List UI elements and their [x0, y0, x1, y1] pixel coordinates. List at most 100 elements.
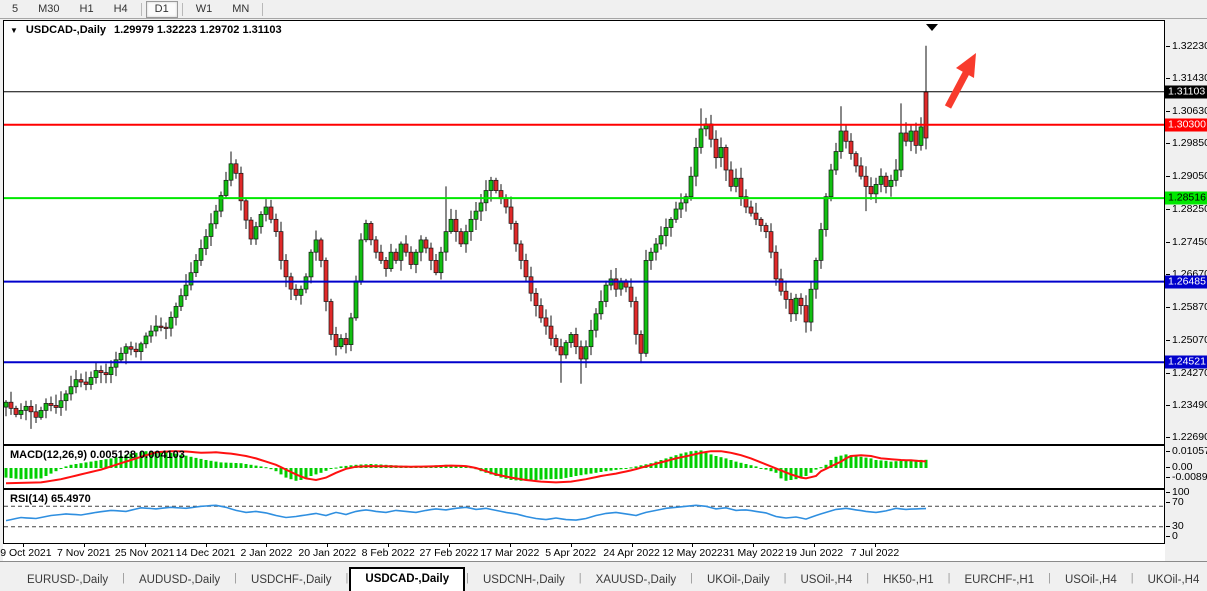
time-tick — [448, 544, 450, 547]
tab-divider: | — [234, 571, 238, 584]
time-tick — [388, 544, 390, 547]
price-tick-label: 1.30630 — [1166, 105, 1207, 117]
chevron-down-icon[interactable]: ▼ — [10, 25, 18, 35]
date-label: 2 Jan 2022 — [240, 547, 293, 559]
period-button-h1[interactable]: H1 — [79, 2, 94, 15]
price-axis: 1.32230 1.31430 1.30630 1.29850 1.29050 1.282… — [1165, 20, 1207, 544]
horizontal-lines[interactable] — [4, 91, 1164, 364]
rsi-indicator-panel[interactable]: RSI(14) 65.4970 — [3, 489, 1165, 544]
date-label: 19 Oct 2021 — [0, 547, 52, 559]
tab-eurusd-daily[interactable]: EURUSD-,Daily — [27, 574, 109, 586]
tab-hk50-h1[interactable]: HK50-,H1 — [883, 574, 934, 586]
price-tick-label: 1.29050 — [1166, 170, 1207, 182]
date-label: 5 Apr 2022 — [545, 547, 597, 559]
time-tick — [144, 544, 146, 547]
tab-divider: | — [947, 571, 951, 584]
period-button-5[interactable]: 5 — [12, 2, 19, 15]
time-tick — [631, 544, 633, 547]
tab-divider: | — [690, 571, 693, 584]
date-label: 8 Feb 2022 — [361, 547, 415, 559]
macd-chart — [4, 450, 928, 485]
rsi-tick-label: 30 — [1166, 520, 1184, 532]
price-tick-label: 1.25870 — [1166, 301, 1207, 313]
date-label: 7 Nov 2021 — [56, 547, 111, 559]
price-tick-label: 1.24270 — [1166, 367, 1207, 379]
tab-divider: | — [1130, 571, 1134, 584]
time-tick — [205, 544, 207, 547]
tab-divider: | — [466, 571, 469, 584]
tab-usoil-h4[interactable]: USOil-,H4 — [1064, 574, 1117, 586]
tab-usoil-h4[interactable]: USOil-,H4 — [800, 574, 853, 586]
price-tick-label: 1.29850 — [1166, 137, 1207, 149]
up-arrow-annotation[interactable] — [944, 53, 976, 109]
tab-divider: | — [578, 571, 582, 584]
time-tick — [814, 544, 816, 547]
macd-tick-label: 0.00 — [1165, 461, 1193, 473]
top-marker-icon[interactable] — [926, 24, 938, 31]
price-badge: 1.28516 — [1165, 191, 1207, 205]
toolbar-divider — [262, 2, 264, 16]
date-label: 25 Nov 2021 — [114, 547, 175, 559]
rsi-tick-label: 0 — [1166, 530, 1178, 542]
time-tick — [266, 544, 268, 547]
macd-histogram — [4, 450, 928, 481]
tab-divider: | — [866, 571, 870, 584]
date-label: 27 Feb 2022 — [419, 547, 479, 559]
tab-eurchf-h1[interactable]: EURCHF-,H1 — [964, 574, 1035, 586]
candlestick-chart — [4, 24, 1164, 429]
chart-symbol-label: USDCAD-,Daily — [25, 24, 106, 36]
price-tick-label: 1.27450 — [1166, 236, 1207, 248]
chart-tabs-bar: EURUSD-,Daily | AUDUSD-,Daily | USDCHF-,Dail… — [0, 565, 1207, 591]
tab-divider: | — [1048, 571, 1051, 584]
rsi-chart — [4, 504, 1164, 528]
period-button-w1[interactable]: W1 — [195, 2, 213, 15]
time-tick — [570, 544, 572, 547]
tabbar-separator — [0, 561, 1207, 566]
main-chart-panel[interactable]: ▼ USDCAD-,Daily 1.29979 1.32223 1.29702 … — [3, 20, 1165, 445]
date-label: 24 Apr 2022 — [603, 547, 660, 559]
toolbar-divider — [181, 2, 183, 16]
toolbar-divider — [140, 2, 142, 16]
rsi-tick-label: 70 — [1166, 496, 1184, 508]
price-badge: 1.30300 — [1165, 118, 1207, 132]
time-tick — [327, 544, 329, 547]
rsi-tick-label: 100 — [1166, 486, 1190, 498]
timeframe-toolbar: 5 M30 H1 H4 D1 W1 MN — [0, 0, 1207, 19]
price-tick-label: 1.32230 — [1166, 40, 1207, 52]
tab-xauusd-daily[interactable]: XAUUSD-,Daily — [595, 574, 677, 586]
macd-tick-label: -0.00896 — [1165, 471, 1207, 483]
date-label: 14 Dec 2021 — [175, 547, 236, 559]
time-tick — [692, 544, 694, 547]
candles — [4, 45, 929, 429]
macd-indicator-panel[interactable]: MACD(12,26,9) 0.005128 0.004103 — [3, 445, 1165, 489]
macd-tick-label: 0.010578 — [1166, 445, 1207, 457]
chart-ohlc-values: 1.29979 1.32223 1.29702 1.31103 — [114, 24, 282, 36]
tab-divider: | — [122, 571, 126, 584]
price-tick-label: 1.23490 — [1166, 399, 1207, 411]
time-tick — [23, 544, 24, 547]
tab-audusd-daily[interactable]: AUDUSD-,Daily — [139, 574, 221, 586]
period-button-m30[interactable]: M30 — [38, 2, 60, 15]
price-tick-label: 1.31430 — [1166, 72, 1207, 84]
tab-divider: | — [345, 571, 349, 584]
price-tick-label: 1.25070 — [1166, 334, 1207, 346]
period-button-d1[interactable]: D1 — [145, 0, 178, 18]
tab-ukoil-h4[interactable]: UKOil-,H4 — [1147, 574, 1200, 586]
period-button-h4[interactable]: H4 — [113, 2, 128, 15]
rsi-line — [5, 504, 927, 522]
price-badge: 1.26485 — [1165, 275, 1207, 289]
period-button-mn[interactable]: MN — [232, 2, 250, 15]
time-tick — [874, 544, 876, 547]
price-badge: 1.24521 — [1165, 355, 1207, 369]
macd-label: MACD(12,26,9) 0.005128 0.004103 — [10, 449, 185, 461]
price-tick-label: 1.22690 — [1166, 431, 1207, 443]
tab-usdcad-daily[interactable]: USDCAD-,Daily — [349, 567, 466, 591]
date-label: 20 Jan 2022 — [298, 547, 357, 559]
tab-ukoil-daily[interactable]: UKOil-,Daily — [706, 574, 770, 586]
date-label: 7 Jul 2022 — [850, 547, 900, 559]
date-label: 31 May 2022 — [722, 547, 784, 559]
tab-usdcnh-daily[interactable]: USDCNH-,Daily — [482, 574, 565, 586]
tab-usdchf-daily[interactable]: USDCHF-,Daily — [251, 574, 332, 586]
price-tick-label: 1.28250 — [1166, 203, 1207, 215]
macd-signal-line — [5, 450, 927, 485]
